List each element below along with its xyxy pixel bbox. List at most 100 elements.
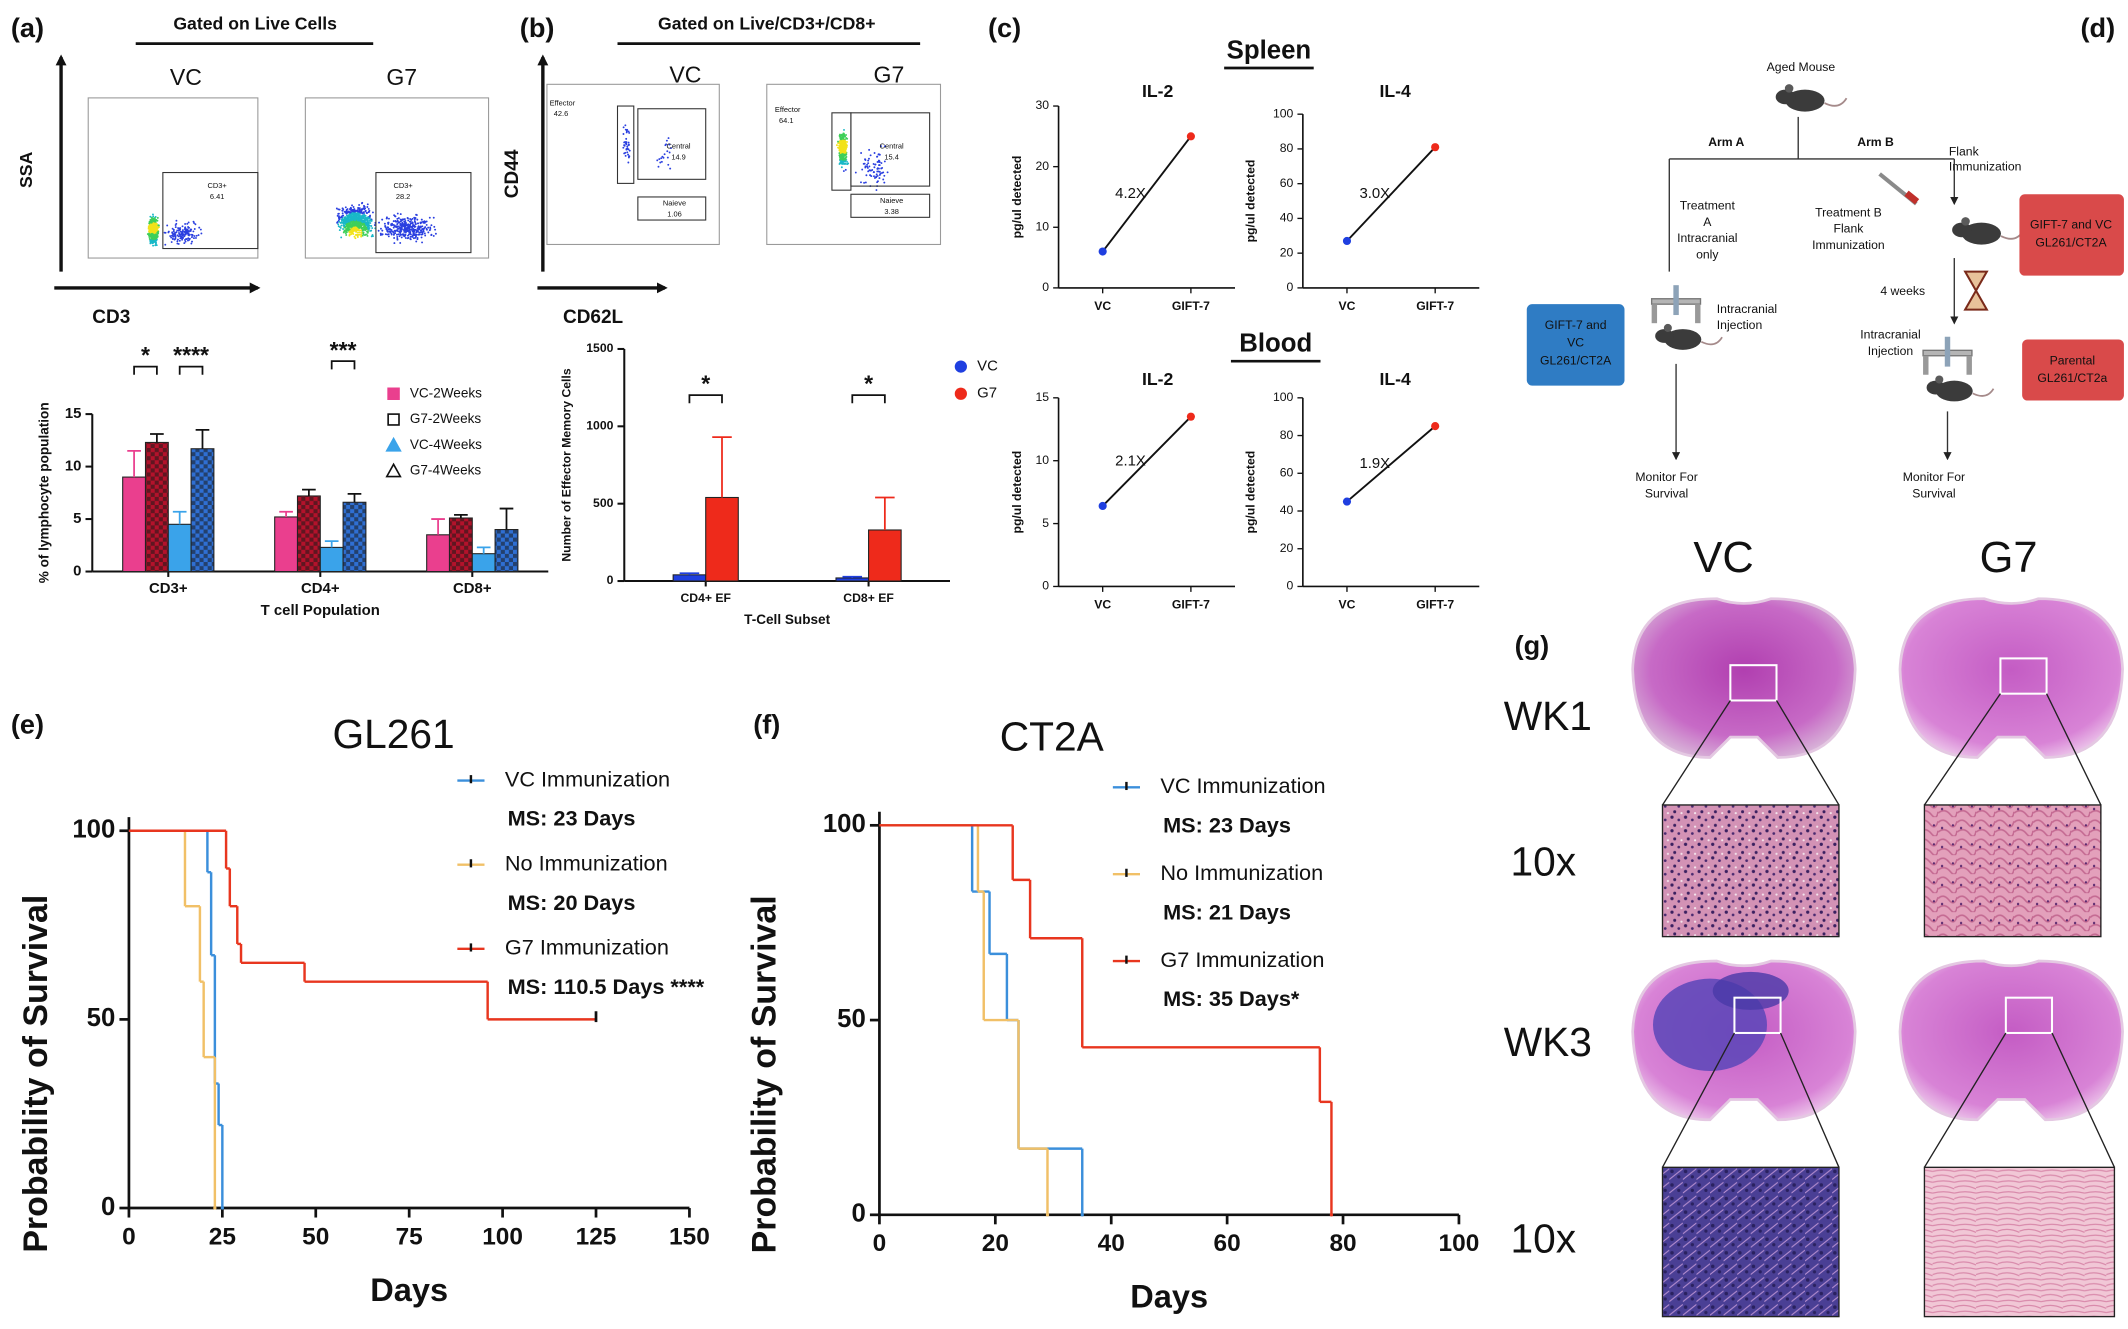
event-dot (337, 223, 340, 226)
diagram-text: Immunization (1949, 159, 2022, 173)
mouse-icon (1655, 323, 1723, 350)
event-dot (361, 216, 363, 219)
diagram-text: A (1703, 215, 1712, 229)
event-dot (430, 233, 433, 236)
event-dot (371, 211, 374, 214)
y-tick-label: 0 (1287, 579, 1294, 593)
event-dot (192, 230, 195, 233)
event-dot (152, 223, 155, 226)
event-dot (399, 213, 402, 216)
y-tick-label: 5 (73, 510, 81, 527)
event-dot (872, 163, 875, 165)
event-dot (191, 240, 193, 243)
bar (122, 476, 147, 573)
event-dot (393, 229, 396, 232)
bar (494, 529, 519, 573)
event-dot (395, 229, 398, 232)
y-axis-label: pg/ul detected (1010, 451, 1024, 534)
bar (705, 496, 739, 582)
event-dot (175, 222, 178, 225)
chart-title: IL-4 (1379, 81, 1411, 101)
x-tick-label: 125 (576, 1223, 617, 1250)
error-bar (431, 518, 445, 535)
brain-section (1898, 597, 2124, 759)
y-tick-label: 20 (1280, 245, 1294, 259)
y-tick-label: 100 (1273, 390, 1294, 404)
event-dot (875, 189, 878, 191)
event-dot (367, 210, 370, 213)
legend-marker (954, 360, 967, 373)
event-dot (154, 222, 157, 225)
event-dot (398, 235, 401, 238)
event-dot (864, 158, 866, 161)
event-dot (396, 236, 399, 238)
diagram-text: Injection (1717, 318, 1762, 332)
gate-label: Central (880, 142, 904, 151)
event-dot (356, 219, 359, 222)
event-dot (351, 218, 353, 221)
event-dot (420, 236, 423, 239)
event-dot (362, 222, 365, 225)
gate (616, 105, 635, 184)
event-dot (368, 217, 371, 220)
event-dot (399, 231, 402, 233)
gate-label: 3.38 (884, 207, 899, 216)
event-dot (878, 170, 881, 173)
event-dot (176, 238, 179, 241)
y-tick-label: 40 (1280, 211, 1294, 225)
event-dot (356, 223, 359, 226)
event-dot (412, 237, 415, 240)
arm-label: Arm B (1857, 135, 1894, 149)
event-dot (186, 222, 189, 225)
event-dot (349, 211, 352, 214)
event-dot (363, 225, 366, 228)
error-bar (499, 507, 514, 530)
event-dot (351, 231, 354, 234)
event-dot (627, 161, 630, 164)
x-tick-label: 100 (1439, 1230, 1480, 1257)
event-dot (882, 178, 885, 181)
event-dot (335, 207, 338, 210)
event-dot (669, 167, 672, 170)
frame-arm (1966, 355, 1972, 375)
event-dot (419, 226, 422, 229)
gate (850, 193, 931, 218)
event-dot (342, 208, 345, 211)
chart-title: IL-4 (1379, 369, 1411, 389)
event-dot (864, 181, 867, 184)
fold-line (1346, 146, 1436, 242)
event-dot (404, 231, 407, 234)
event-dot (430, 224, 433, 227)
event-dot (164, 231, 167, 234)
event-dot (361, 234, 364, 237)
event-dot (361, 212, 364, 215)
x-tick-label: 20 (982, 1230, 1009, 1257)
y-tick-label: 0 (73, 562, 81, 579)
event-dot (407, 234, 409, 237)
legend-label: VC-4Weeks (410, 437, 482, 452)
event-dot (336, 220, 339, 223)
event-dot (190, 242, 193, 245)
event-dot (840, 160, 843, 163)
event-dot (353, 223, 356, 226)
flow-title: Gated on Live Cells (173, 13, 337, 33)
stereotaxic-frame (1650, 285, 1702, 324)
event-dot (184, 227, 186, 229)
gate (850, 112, 931, 187)
event-dot (381, 229, 384, 232)
y-tick-label: 100 (823, 810, 866, 838)
x-tick-label: 75 (396, 1223, 423, 1250)
diagram-text: Intracranial (1860, 328, 1920, 342)
event-dot (423, 221, 426, 224)
event-dot (179, 230, 182, 233)
event-dot (379, 234, 382, 236)
event-dot (175, 231, 178, 234)
event-dot (341, 219, 344, 221)
event-dot (193, 228, 196, 230)
row-label: 10x (1511, 1216, 1577, 1262)
event-dot (388, 227, 391, 230)
event-dot (350, 233, 353, 236)
y-tick-label: 40 (1280, 503, 1294, 517)
legend-label: VC (977, 358, 998, 375)
x-tick-label: GIFT-7 (1172, 598, 1210, 612)
